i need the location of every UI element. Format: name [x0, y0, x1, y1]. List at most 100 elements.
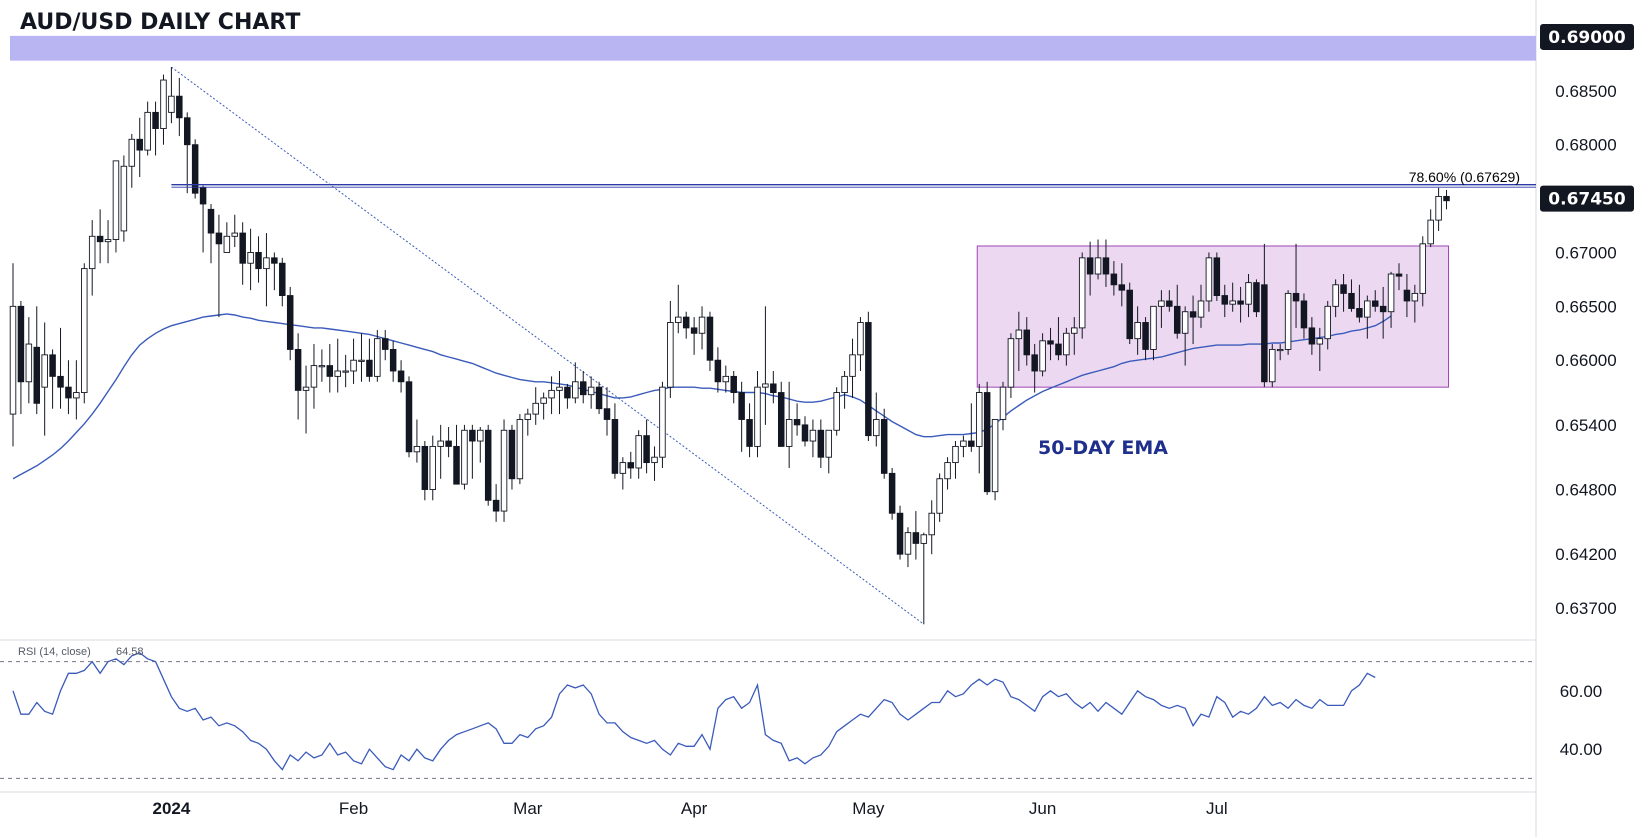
candle-body — [1324, 305, 1331, 340]
candle — [777, 381, 785, 447]
candle — [342, 354, 349, 388]
candle-body — [587, 386, 595, 396]
resistance-price-tag — [1540, 23, 1634, 50]
fib-layer — [171, 183, 1536, 188]
candle-body — [310, 365, 318, 388]
candle-body — [144, 111, 151, 151]
candle-body — [1189, 311, 1197, 318]
candle-body — [564, 386, 571, 399]
candle — [1348, 279, 1355, 312]
candle-body — [183, 117, 191, 146]
candle-body — [168, 95, 175, 113]
candle — [429, 435, 437, 501]
price-tick-label: 0.69000 — [1548, 28, 1626, 48]
candle-body — [1269, 348, 1276, 383]
candle-body — [1055, 343, 1062, 356]
candle — [1102, 239, 1110, 287]
time-tick-label: Feb — [339, 799, 368, 818]
candle — [310, 344, 318, 409]
candle — [1078, 252, 1086, 339]
resistance-band-layer — [10, 35, 1536, 61]
candle — [191, 139, 199, 199]
candle — [318, 349, 326, 382]
candle — [294, 333, 302, 420]
candle — [1261, 243, 1268, 388]
candle-body — [1316, 338, 1324, 345]
candle-body — [556, 386, 563, 391]
candle — [405, 376, 413, 458]
candle-body — [1221, 295, 1229, 305]
candle-body — [1063, 332, 1070, 356]
candle — [453, 424, 460, 485]
rsi-line — [12, 652, 1376, 771]
candle — [1197, 284, 1205, 328]
candle — [1110, 261, 1118, 296]
candle — [698, 306, 706, 350]
candle — [706, 311, 714, 371]
x-axis-layer: 2024 Feb Mar Apr May Jun Jul — [152, 799, 1227, 818]
candle-body — [215, 232, 223, 245]
candle-body — [1102, 257, 1110, 275]
candle — [25, 317, 33, 404]
candle-body — [825, 429, 833, 458]
candle — [556, 370, 563, 415]
candle — [1269, 344, 1276, 388]
candle-body — [1332, 284, 1339, 307]
price-tick-label: 0.68000 — [1555, 136, 1616, 155]
candle-body — [484, 429, 492, 501]
candle-body — [770, 383, 777, 393]
candle-body — [421, 445, 429, 490]
candle — [239, 222, 246, 285]
candle-body — [698, 316, 706, 334]
candle — [334, 338, 341, 393]
candle-body — [785, 419, 793, 447]
candle-body — [342, 370, 349, 373]
candle — [1173, 284, 1181, 339]
candle-body — [294, 348, 302, 391]
candle — [81, 263, 88, 404]
candle — [841, 370, 848, 409]
candle-body — [1007, 338, 1015, 388]
candle — [381, 330, 389, 361]
price-tick-label: 0.66000 — [1555, 351, 1616, 370]
candle — [223, 222, 231, 253]
candle — [1213, 252, 1221, 301]
candle-body — [896, 512, 904, 555]
candle — [413, 419, 421, 463]
candle — [730, 370, 737, 404]
time-tick-label: 2024 — [152, 799, 190, 818]
candle-body — [1300, 300, 1308, 329]
candle-body — [920, 534, 928, 544]
candle — [960, 435, 967, 458]
candle — [1324, 300, 1331, 350]
candle-body — [540, 397, 547, 404]
candle-body — [777, 392, 785, 447]
candle — [825, 429, 833, 474]
candle-body — [445, 440, 452, 447]
candle — [587, 376, 595, 409]
candle-body — [1253, 282, 1260, 313]
candle-body — [682, 316, 690, 329]
candle — [603, 387, 611, 436]
candle-body — [912, 532, 920, 544]
candle-body — [1023, 329, 1031, 356]
candle-body — [500, 429, 508, 512]
candle-body — [381, 338, 389, 350]
candle-body — [17, 305, 25, 383]
candle-body — [968, 440, 975, 447]
candle — [1118, 263, 1126, 307]
candle-body — [572, 381, 579, 399]
candle-body — [128, 138, 136, 167]
resistance-band — [10, 35, 1536, 61]
candle-body — [762, 383, 769, 388]
candle-body — [231, 232, 239, 237]
candle-body — [1134, 322, 1141, 340]
candle — [492, 484, 500, 522]
candle-body — [936, 478, 943, 514]
candle-body — [690, 327, 698, 334]
candle-body — [255, 252, 262, 270]
candle — [682, 311, 690, 339]
candle-body — [1403, 289, 1411, 302]
candle — [96, 209, 104, 264]
